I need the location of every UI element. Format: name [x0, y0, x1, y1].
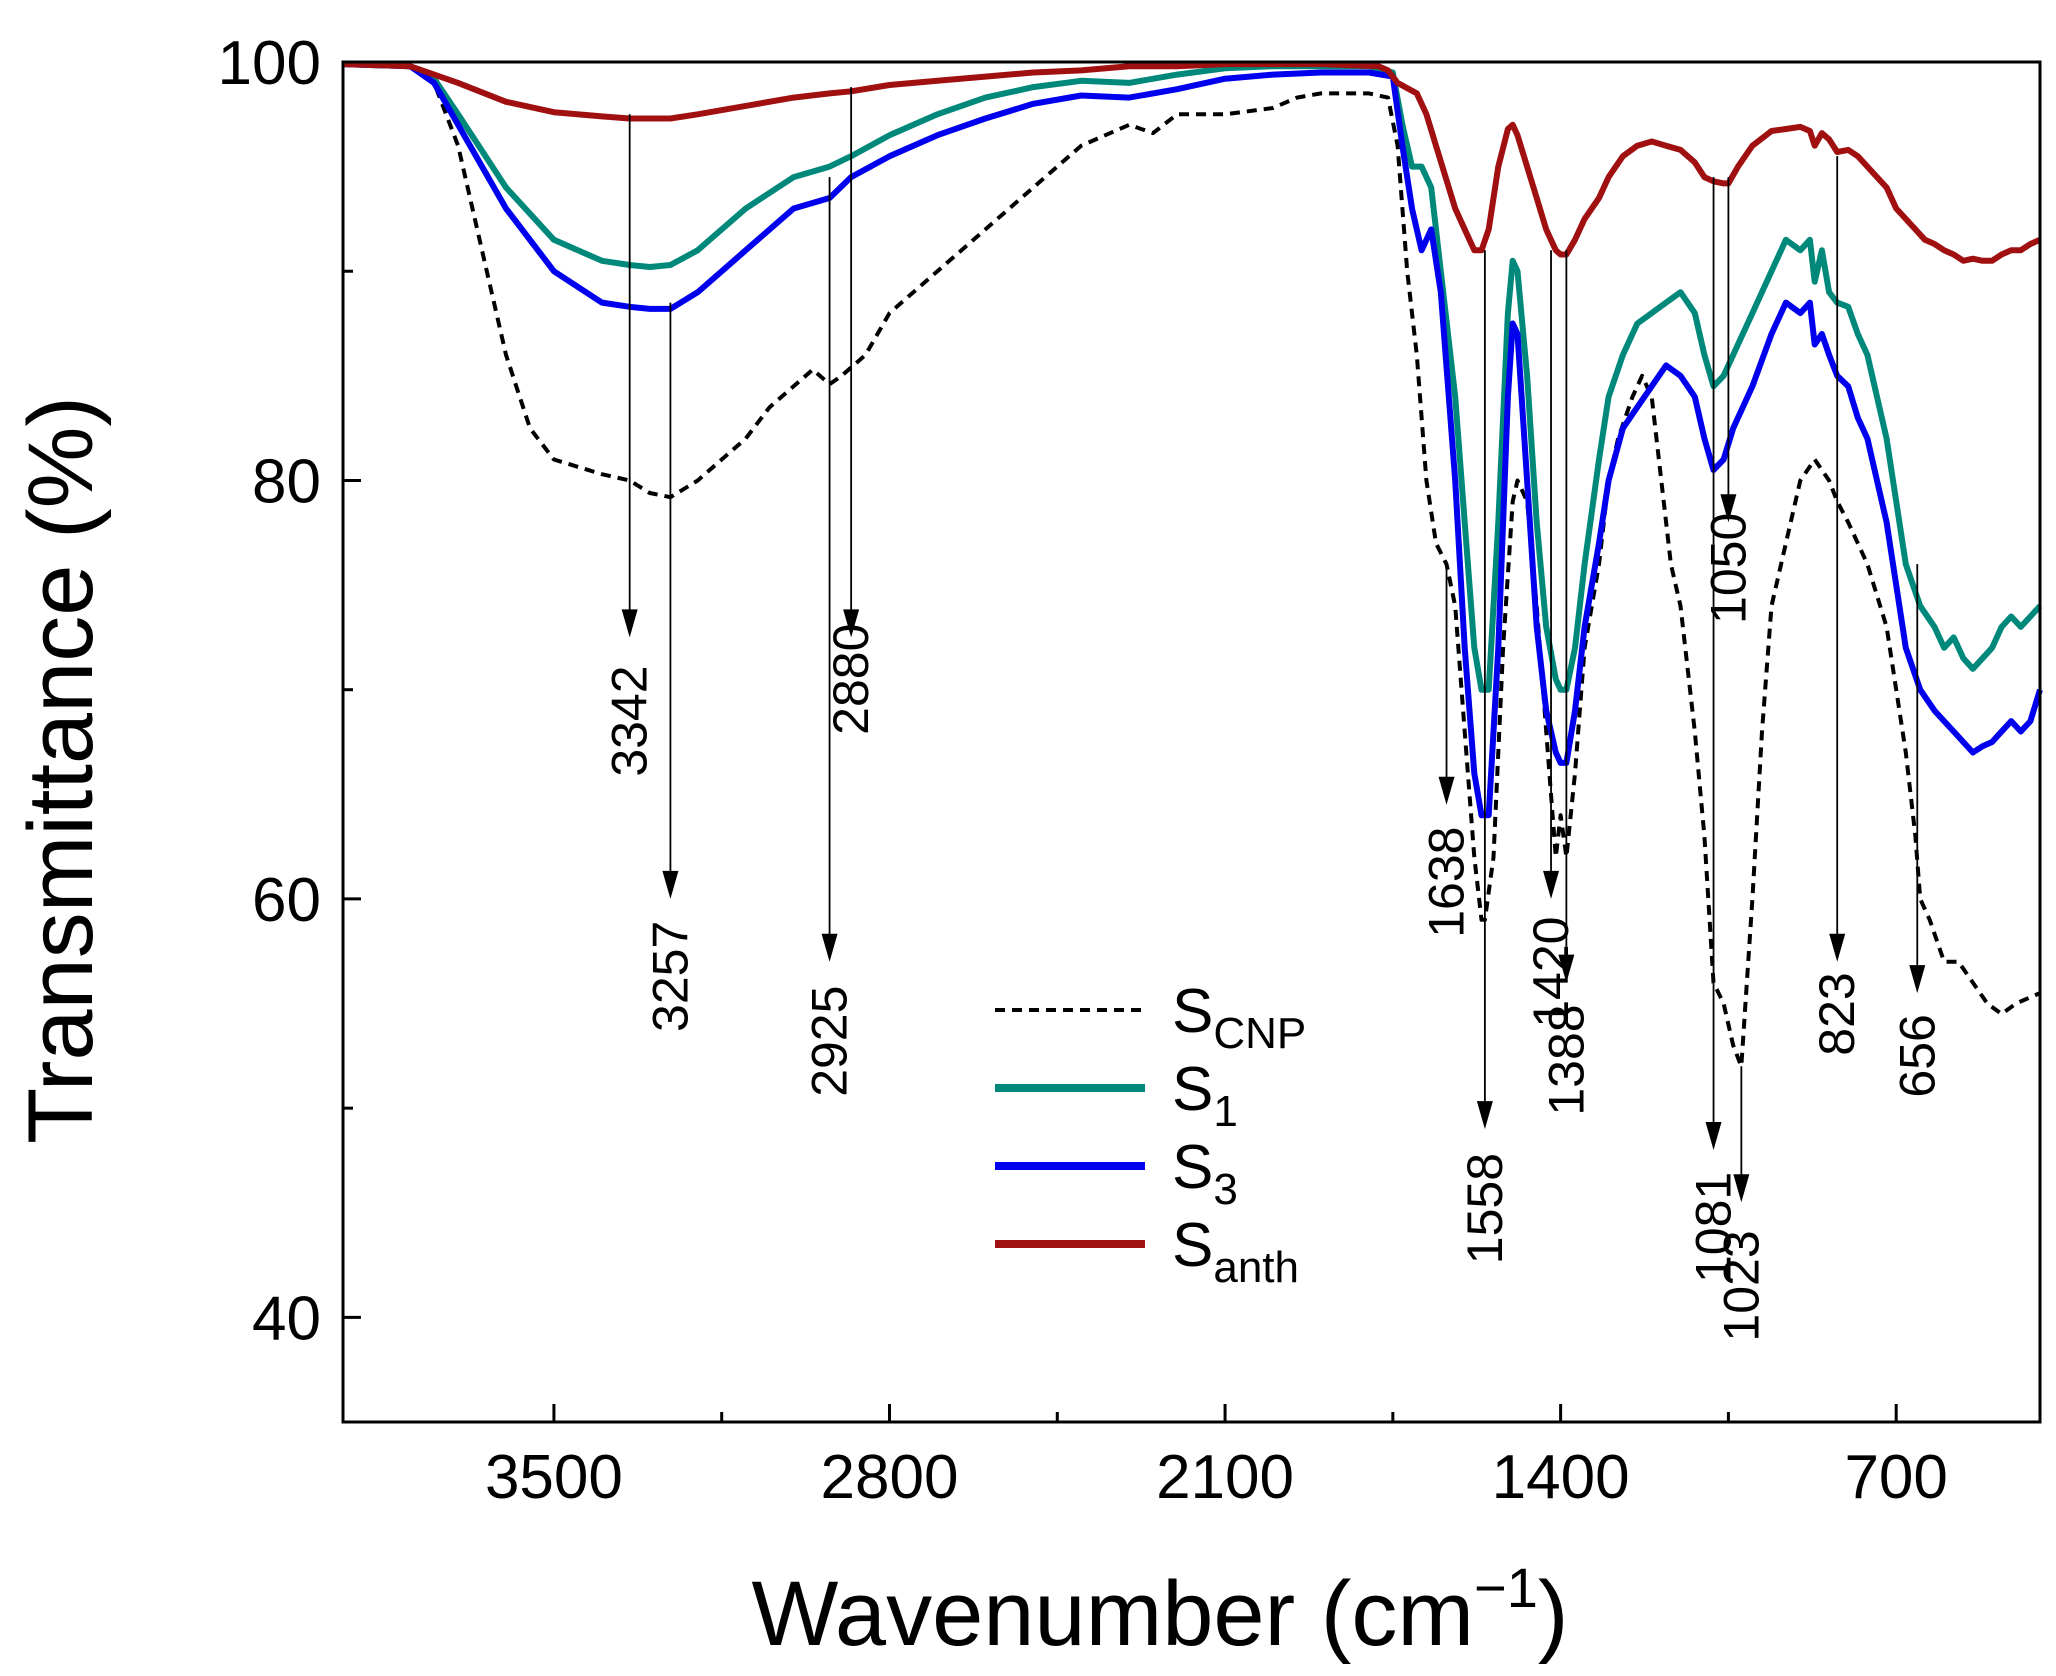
annotation-arrowhead	[1733, 1174, 1750, 1203]
annotation-arrowhead	[821, 933, 838, 962]
x-axis-title-superscript: −1	[1474, 1556, 1538, 1619]
peak-label-1420: 1420	[1523, 917, 1579, 1028]
x-axis-title-main: Wavenumber (cm	[751, 1563, 1474, 1665]
series-line-s-anth	[342, 61, 2042, 264]
axis-ticks	[343, 60, 1898, 1422]
series-lines	[342, 61, 2043, 1069]
series-line-s-1	[342, 61, 2043, 693]
peak-label-2925: 2925	[802, 986, 858, 1097]
legend-label-s-anth: Santh	[1172, 1211, 1299, 1292]
y-axis-title: Transmittance (%)	[10, 396, 112, 1144]
annotation-arrowhead	[1720, 494, 1737, 523]
annotation-arrowhead	[1438, 776, 1455, 805]
y-tick-label: 80	[252, 447, 321, 516]
annotation-arrowhead	[621, 609, 638, 638]
legend-label-s-1: S1	[1172, 1055, 1238, 1136]
series-line-s-3	[342, 61, 2043, 819]
x-tick-label: 1400	[1492, 1443, 1630, 1512]
peak-label-1388: 1388	[1538, 1004, 1594, 1115]
annotation-arrowhead	[1543, 870, 1560, 899]
plot-frame	[341, 60, 2042, 1424]
annotation-arrowhead	[1829, 933, 1846, 962]
peak-label-2880: 2880	[823, 624, 879, 735]
annotation-arrowhead	[843, 609, 860, 638]
x-tick-label: 2100	[1156, 1443, 1294, 1512]
annotation-arrowhead	[1705, 1122, 1722, 1150]
tick-labels: 3500 2800 2100 1400 700 40 60 80 100	[218, 29, 1948, 1512]
annotation-arrowhead	[1558, 954, 1575, 983]
peak-label-1050: 1050	[1700, 513, 1756, 624]
x-tick-label: 2800	[821, 1443, 959, 1512]
peak-label-3257: 3257	[642, 921, 698, 1032]
peak-label-823: 823	[1809, 972, 1865, 1055]
y-tick-label: 40	[252, 1284, 321, 1353]
x-axis-title-close: )	[1538, 1563, 1569, 1665]
x-axis-title: Wavenumber (cm−1)	[751, 1556, 1568, 1665]
series-line-s-cnp	[342, 62, 2041, 1069]
y-tick-label: 100	[218, 29, 321, 98]
annotation-arrowhead	[662, 870, 679, 899]
x-tick-label: 700	[1844, 1443, 1947, 1512]
peak-label-1558: 1558	[1457, 1153, 1513, 1264]
peak-label-1023: 1023	[1713, 1230, 1769, 1341]
legend-label-s-cnp: SCNP	[1172, 977, 1306, 1058]
peak-label-3342: 3342	[602, 665, 658, 776]
annotation-arrowhead	[1476, 1101, 1493, 1130]
legend-label-s-3: S3	[1172, 1133, 1238, 1214]
x-tick-label: 3500	[485, 1443, 623, 1512]
annotation-arrowhead	[1909, 965, 1926, 994]
peak-label-1638: 1638	[1419, 827, 1475, 938]
peak-label-656: 656	[1889, 1014, 1945, 1097]
y-tick-label: 60	[252, 866, 321, 935]
peak-label-1081: 1081	[1686, 1172, 1742, 1283]
